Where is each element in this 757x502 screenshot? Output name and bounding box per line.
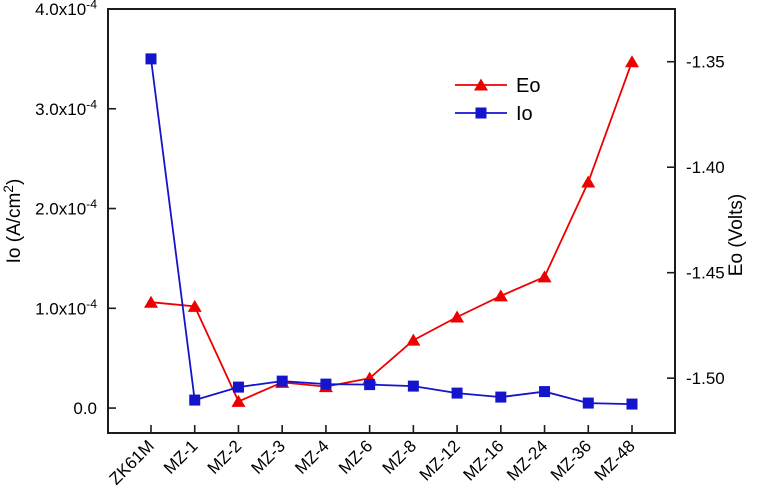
triangle-marker — [231, 394, 246, 407]
axis-ticks — [108, 8, 675, 433]
triangle-marker — [450, 310, 465, 323]
series-Eo-line — [150, 61, 633, 403]
square-marker — [364, 379, 376, 391]
right-axis-title: Eo (Volts) — [726, 194, 747, 276]
triangle-marker — [406, 333, 421, 346]
triangle-marker — [187, 299, 202, 312]
left-axis-tick-label: 3.0x10-4 — [35, 97, 97, 118]
triangle-marker — [625, 55, 639, 68]
legend-label-Io: Io — [516, 103, 533, 125]
square-marker — [495, 391, 507, 403]
right-axis-tick-label: -1.35 — [686, 53, 725, 72]
square-marker — [475, 107, 487, 119]
left-axis-tick-label: 0.0 — [73, 399, 97, 418]
triangle-marker — [144, 295, 158, 308]
square-marker — [189, 394, 201, 406]
left-axis-tick-label: 2.0x10-4 — [35, 197, 97, 218]
square-marker — [407, 380, 419, 392]
legend-label-Eo: Eo — [516, 75, 540, 97]
square-marker — [320, 378, 332, 390]
left-axis-tick-label: 4.0x10-4 — [35, 0, 97, 19]
left-axis-tick-label: 1.0x10-4 — [35, 297, 97, 318]
square-marker — [626, 398, 638, 410]
square-marker — [232, 381, 244, 393]
triangle-marker — [474, 78, 488, 91]
right-axis-tick-label: -1.40 — [686, 158, 725, 177]
triangle-marker — [581, 175, 596, 188]
triangle-marker — [537, 270, 552, 283]
plot-frame — [107, 8, 676, 434]
square-marker — [145, 53, 157, 65]
series-Io-line — [150, 58, 633, 405]
square-marker — [451, 387, 463, 399]
square-marker — [539, 386, 551, 398]
square-marker — [582, 397, 594, 409]
series-Io — [145, 53, 638, 410]
right-axis-tick-label: -1.45 — [686, 264, 725, 283]
right-axis-tick-label: -1.50 — [686, 369, 725, 388]
triangle-marker — [493, 289, 508, 302]
left-axis-title: Io (A/cm2) — [1, 179, 25, 264]
legend: Eo Io — [455, 75, 540, 125]
square-marker — [276, 375, 288, 387]
